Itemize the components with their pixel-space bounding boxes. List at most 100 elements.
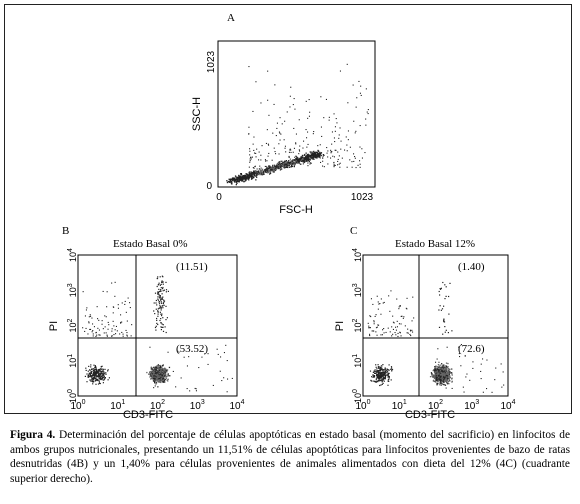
event-dot: [384, 374, 386, 376]
event-dot: [313, 154, 316, 156]
event-dot: [88, 321, 90, 323]
event-dot: [261, 168, 264, 170]
event-dot: [440, 379, 442, 382]
event-dot: [102, 374, 104, 376]
event-dot: [337, 158, 339, 160]
event-dot: [165, 319, 167, 321]
event-dot: [92, 333, 94, 335]
event-dot: [307, 159, 309, 161]
event-dot: [120, 322, 122, 324]
event-dot: [157, 311, 159, 313]
event-dot: [281, 165, 283, 167]
event-dot: [297, 160, 299, 162]
event-dot: [448, 369, 450, 372]
event-dot: [271, 167, 273, 169]
event-dot: [167, 375, 169, 377]
event-dot: [377, 308, 379, 310]
event-dot: [306, 154, 309, 156]
event-dot: [167, 373, 169, 375]
event-dot: [241, 180, 244, 182]
event-dot: [306, 155, 309, 157]
event-dot: [407, 328, 409, 330]
event-dot: [372, 374, 374, 376]
event-dot: [257, 172, 259, 175]
event-dot: [266, 169, 268, 172]
event-dot: [95, 373, 97, 375]
event-dot: [330, 149, 332, 151]
y-tick-label: 102: [352, 318, 363, 332]
event-dot: [442, 333, 444, 335]
event-dot: [84, 330, 86, 332]
event-dot: [437, 380, 439, 382]
event-dot: [160, 299, 162, 301]
event-dot: [186, 388, 188, 390]
event-dot: [443, 368, 445, 370]
event-dot: [100, 373, 102, 375]
event-dot: [120, 314, 122, 316]
event-dot: [344, 149, 346, 151]
event-dot: [437, 375, 440, 377]
event-dot: [272, 132, 274, 134]
event-dot: [163, 300, 166, 302]
event-dot: [443, 380, 445, 382]
event-dot: [466, 373, 468, 375]
event-dot: [162, 296, 164, 298]
event-dot: [308, 115, 310, 117]
event-dot: [439, 368, 442, 370]
event-dot: [391, 369, 393, 371]
event-dot: [162, 374, 165, 376]
event-dot: [131, 324, 133, 326]
event-dot: [373, 370, 375, 372]
event-dot: [298, 153, 300, 155]
event-dot: [381, 368, 383, 370]
event-dot: [162, 283, 164, 285]
event-dot: [338, 134, 340, 136]
event-dot: [154, 366, 157, 368]
event-dot: [303, 154, 305, 156]
event-dot: [198, 367, 200, 369]
event-dot: [439, 372, 441, 374]
event-dot: [95, 371, 98, 374]
event-dot: [96, 376, 98, 378]
event-dot: [253, 171, 255, 173]
event-dot: [382, 302, 384, 304]
event-dot: [309, 162, 311, 164]
panel-b-title: Estado Basal 0%: [113, 238, 188, 250]
event-dot: [235, 176, 237, 178]
event-dot: [293, 163, 295, 165]
event-dot: [153, 367, 156, 369]
event-dot: [252, 173, 254, 175]
event-dot: [163, 377, 165, 380]
event-dot: [439, 382, 441, 385]
event-dot: [378, 366, 380, 369]
event-dot: [111, 330, 113, 332]
event-dot: [451, 381, 453, 383]
event-dot: [113, 325, 115, 327]
event-dot: [169, 375, 171, 377]
event-dot: [150, 373, 152, 375]
event-dot: [351, 166, 353, 168]
event-dot: [440, 309, 442, 311]
event-dot: [162, 379, 164, 381]
flow-cytometry-figure: A 1023 0 SSC-H 0 1023 FSC-H B Estado Bas…: [48, 12, 516, 420]
event-dot: [306, 156, 308, 158]
event-dot: [448, 375, 450, 377]
event-dot: [431, 376, 434, 378]
event-dot: [281, 160, 283, 162]
event-dot: [447, 366, 449, 368]
event-dot: [359, 163, 361, 165]
event-dot: [245, 173, 247, 175]
event-dot: [280, 160, 282, 162]
event-dot: [146, 371, 148, 374]
event-dot: [255, 175, 257, 177]
event-dot: [274, 84, 276, 86]
event-dot: [82, 291, 84, 293]
panel-b-axes: [77, 254, 238, 397]
event-dot: [163, 378, 166, 381]
event-dot: [87, 376, 89, 378]
event-dot: [449, 380, 451, 382]
event-dot: [164, 371, 166, 373]
event-dot: [383, 328, 385, 330]
event-dot: [385, 373, 387, 375]
event-dot: [161, 323, 163, 325]
